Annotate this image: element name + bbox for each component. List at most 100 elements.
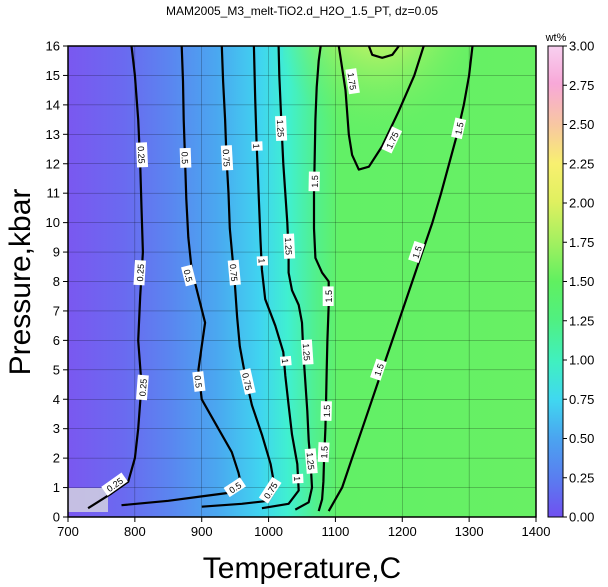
colorbar-tick-label: 0.75: [569, 392, 594, 407]
contour-label-bg: [279, 355, 292, 367]
contour-label: 0.5: [179, 147, 192, 168]
contour-label-bg: [181, 264, 197, 287]
contour-label-bg: [258, 476, 282, 504]
x-tick-label: 1300: [455, 524, 484, 539]
contour-label: 1.25: [283, 233, 296, 259]
contour-label-bg: [300, 339, 314, 365]
contour-line-1.75: [337, 46, 425, 171]
contour-label: 1.25: [304, 448, 318, 474]
contour-label-bg: [292, 473, 304, 484]
contour-label-bg: [251, 141, 263, 151]
contour-label: 0.5: [181, 264, 197, 287]
y-tick-label: 3: [53, 421, 60, 436]
contour-label-text: 1.5: [324, 290, 334, 303]
x-axis-title: Temperature,C: [203, 552, 401, 585]
contour-label-bg: [322, 286, 334, 307]
contour-label-bg: [223, 477, 247, 498]
contour-label-text: 0.25: [135, 264, 146, 282]
contour-label-text: 1.5: [319, 446, 330, 459]
colorbar-ticks: 0.00 0.25 0.50 0.75 1.00 1.25 1.50 1.75 2.00 2.25…: [563, 39, 594, 525]
contour-label-text: 0.25: [136, 146, 147, 164]
contour-label-bg: [101, 472, 128, 496]
contour-label: 1.5: [317, 442, 330, 463]
contour-label: 0.75: [239, 368, 256, 395]
colorbar-tick-label: 0.50: [569, 431, 594, 446]
contour-label: 0.25: [133, 259, 146, 286]
y-tick-label: 11: [47, 186, 61, 201]
y-tick-label: 15: [46, 68, 60, 83]
y-tick-label: 16: [46, 39, 60, 54]
heatmap-high-region: [283, 46, 473, 190]
contour-label-bg: [345, 68, 360, 95]
x-axis: 700 800 900 1000 1100 1200 1300 1400: [57, 517, 550, 539]
contour-label: 1.5: [451, 117, 467, 140]
contour-label-text: 1.5: [310, 175, 320, 188]
contour-label-bg: [239, 368, 256, 395]
colorbar: [547, 45, 564, 518]
contour-label-bg: [220, 145, 234, 171]
x-tick-label: 900: [191, 524, 213, 539]
contour-label-text: 1: [251, 143, 261, 148]
contour-label-bg: [192, 371, 206, 392]
contour-line-2: [367, 46, 400, 59]
contour-label: 1.25: [275, 115, 288, 142]
contour-label-bg: [227, 259, 241, 286]
contour-label: 0.25: [135, 142, 149, 168]
contour-label-bg: [451, 117, 467, 140]
contour-label-text: 1: [292, 476, 302, 482]
colorbar-tick-label: 2.25: [569, 156, 594, 171]
contour-label: 1.5: [322, 286, 334, 307]
colorbar-tick-label: 1.00: [569, 353, 594, 368]
contour-labels: 0.250.250.250.250.50.50.50.50.750.750.75…: [101, 68, 467, 504]
x-tick-label: 1400: [522, 524, 551, 539]
contour-label-bg: [370, 358, 387, 381]
contour-label-text: 0.5: [182, 268, 195, 283]
x-tick-label: 800: [124, 524, 146, 539]
contour-label-text: 1.75: [346, 72, 359, 91]
contour-label: 0.5: [192, 371, 206, 392]
contour-label: 0.75: [220, 145, 234, 171]
colorbar-tick-label: 0.25: [569, 470, 594, 485]
colorbar-tick-label: 1.25: [569, 313, 594, 328]
contour-label-text: 0.25: [138, 378, 149, 396]
contour-label-bg: [179, 147, 192, 168]
contour-label-text: 1.25: [301, 343, 312, 361]
y-tick-label: 9: [53, 245, 60, 260]
contour-label-bg: [133, 259, 146, 286]
x-tick-label: 1100: [321, 524, 349, 539]
colorbar-tick-label: 2.00: [569, 196, 594, 211]
colorbar-tick-label: 3.00: [569, 39, 594, 54]
y-tick-label: 1: [53, 480, 60, 495]
contour-label: 1.5: [320, 401, 332, 421]
contour-label-text: 1.25: [283, 237, 294, 255]
contour-label-bg: [381, 126, 403, 154]
colorbar-title: wt%: [545, 32, 567, 44]
y-tick-label: 0: [53, 510, 60, 525]
contour-label-text: 1: [280, 358, 290, 364]
contour-label-text: 1.5: [322, 405, 332, 418]
colorbar-tick-label: 2.75: [569, 78, 594, 93]
contour-label-text: 1: [256, 258, 266, 263]
colorbar-tick-label: 1.75: [569, 235, 594, 250]
colorbar-tick-label: 2.50: [569, 117, 594, 132]
contour-label: 1.5: [408, 240, 425, 263]
contour-label-bg: [135, 142, 149, 168]
contour-label-text: 1.25: [305, 452, 316, 470]
contour-label: 1.75: [345, 68, 360, 95]
contour-label-text: 0.75: [228, 264, 240, 282]
contour-label-text: 0.75: [240, 372, 254, 391]
contour-label-bg: [135, 374, 149, 401]
y-tick-label: 2: [53, 451, 60, 466]
grid: [68, 46, 536, 517]
colorbar-tick-label: 1.50: [569, 274, 594, 289]
contour-label-bg: [283, 233, 296, 259]
contour-label-bg: [320, 401, 332, 421]
contour-label: 1.5: [308, 171, 320, 192]
contour-label-text: 0.5: [179, 151, 189, 164]
x-tick-label: 1200: [388, 524, 417, 539]
y-tick-label: 13: [46, 127, 60, 142]
contour-label: 1: [292, 473, 304, 484]
y-tick-label: 5: [53, 362, 60, 377]
